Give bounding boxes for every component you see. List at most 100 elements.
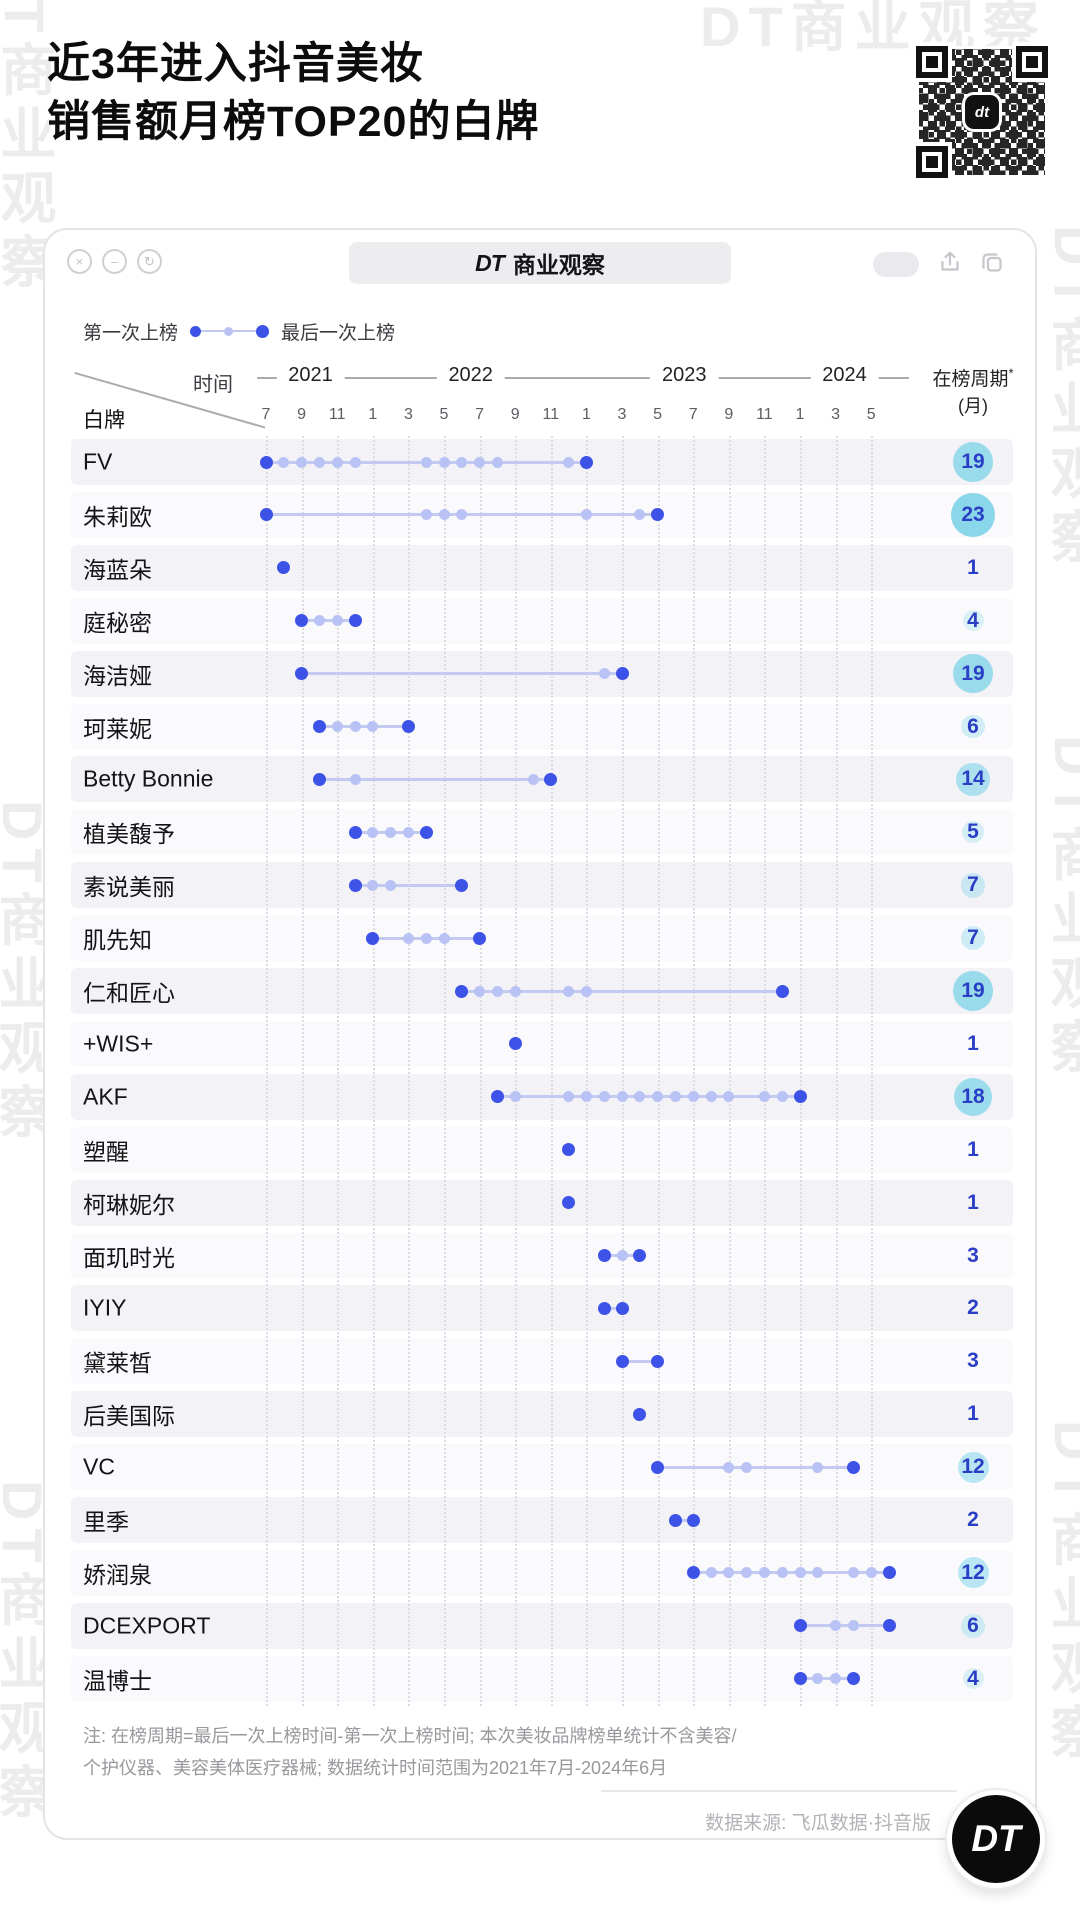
duration-value: 6 (967, 714, 979, 738)
month-dot (830, 1673, 842, 1685)
gridline (835, 436, 838, 1706)
first-dot (455, 984, 469, 998)
brand-label: 后美国际 (83, 1403, 175, 1430)
brand-label: 朱莉欧 (83, 503, 152, 530)
month-dot (794, 1567, 806, 1579)
brand-label: 海蓝朵 (83, 556, 152, 583)
month-dot (491, 985, 503, 997)
row-band (71, 1497, 1013, 1543)
duration-value: 19 (961, 979, 985, 1002)
month-tick-label: 1 (368, 406, 378, 423)
legend-last-label: 最后一次上榜 (281, 322, 396, 344)
month-dot (527, 773, 539, 785)
last-dot (882, 1619, 896, 1633)
month-dot (563, 456, 575, 468)
month-dot (723, 1567, 735, 1579)
page-title-line2: 销售额月榜TOP20的白牌 (47, 97, 540, 146)
timeline-span (657, 1465, 854, 1469)
duration-value: 3 (967, 1243, 979, 1267)
month-dot (367, 721, 379, 732)
first-dot (366, 931, 380, 945)
month-tick-label: 5 (653, 406, 663, 423)
last-dot (615, 1301, 629, 1315)
month-dot (776, 1091, 788, 1103)
timeline-span (800, 1624, 889, 1628)
minimize-button[interactable]: – (102, 249, 127, 274)
duration-value: 4 (967, 608, 979, 632)
month-tick-label: 3 (617, 406, 627, 423)
row-band (71, 1285, 1013, 1332)
month-tick-label: 5 (439, 406, 449, 423)
timeline-span (800, 1677, 854, 1681)
first-dot (597, 1301, 611, 1315)
refresh-icon: ↻ (144, 254, 155, 269)
close-button[interactable]: × (67, 249, 92, 274)
refresh-button[interactable]: ↻ (137, 249, 162, 274)
first-dot (312, 772, 326, 786)
last-dot (473, 931, 487, 945)
timeline-span (319, 725, 409, 728)
brand-label: 肌先知 (83, 927, 152, 954)
last-dot (401, 720, 415, 733)
duration-footnote-star: * (1008, 365, 1014, 381)
data-source: 数据来源: 飞瓜数据·抖音版 (705, 1813, 931, 1834)
month-dot (420, 456, 432, 468)
duration-badge (962, 1668, 984, 1690)
brand-label: 珂莱妮 (83, 715, 152, 742)
copy-icon[interactable] (979, 249, 1005, 275)
month-dot (705, 1091, 717, 1103)
month-dot (723, 1461, 735, 1473)
last-dot (348, 614, 362, 628)
month-dot (687, 1091, 699, 1103)
duration-value: 7 (967, 926, 979, 950)
last-dot (846, 1460, 860, 1474)
minimize-icon: – (110, 254, 119, 269)
month-dot (741, 1461, 753, 1473)
month-dot (313, 615, 325, 627)
duration-badge (953, 971, 993, 1011)
month-dot (313, 456, 325, 468)
month-dot (367, 826, 379, 838)
duration-value: 12 (961, 1455, 985, 1479)
page-title: 近3年进入抖音美妆 销售额月榜TOP20的白牌 (47, 36, 539, 151)
share-icon[interactable] (937, 249, 963, 275)
page-title-line1: 近3年进入抖音美妆 (47, 40, 424, 88)
month-dot (491, 456, 503, 468)
timeline-span (497, 1095, 800, 1099)
month-dot (758, 1567, 770, 1579)
last-dot (579, 455, 593, 469)
month-dot (349, 721, 361, 732)
footnote: 注: 在榜周期=最后一次上榜时间-第一次上榜时间; 本次美妆品牌榜单统计不含美容… (83, 1720, 737, 1785)
row-band (71, 1338, 1013, 1385)
gridline (586, 436, 589, 1706)
last-dot (686, 1513, 700, 1527)
month-dot (705, 1567, 717, 1579)
timeline-span (693, 1571, 889, 1575)
gridline (800, 436, 802, 1706)
month-dot (776, 1567, 788, 1579)
window-indicator-pill[interactable] (873, 252, 919, 277)
month-tick-label: 5 (866, 406, 876, 423)
duration-value: 19 (961, 450, 985, 473)
duration-value: 1 (967, 1190, 979, 1214)
brand-label: Betty Bonnie (83, 765, 214, 792)
last-dot (544, 772, 558, 786)
month-tick-label: 9 (297, 406, 307, 423)
footnote-line1: 注: 在榜周期=最后一次上榜时间-第一次上榜时间; 本次美妆品牌榜单统计不含美容… (83, 1726, 737, 1746)
brand-label: +WIS+ (83, 1030, 154, 1057)
close-icon: × (75, 254, 84, 269)
gridline (266, 436, 268, 1706)
timeline-span (301, 672, 622, 676)
month-dot (420, 509, 432, 521)
first-dot (508, 1037, 522, 1051)
year-label: 2021 (276, 364, 345, 387)
brand-logo-text: DT (475, 249, 505, 276)
first-dot (490, 1090, 504, 1104)
month-dot (296, 456, 308, 468)
first-dot (295, 614, 309, 628)
first-dot (259, 455, 273, 469)
brand-label: DCEXPORT (83, 1612, 211, 1639)
brand-label: 植美馥予 (83, 821, 175, 848)
timeline-span (604, 1306, 622, 1310)
timeline-span (301, 619, 355, 623)
